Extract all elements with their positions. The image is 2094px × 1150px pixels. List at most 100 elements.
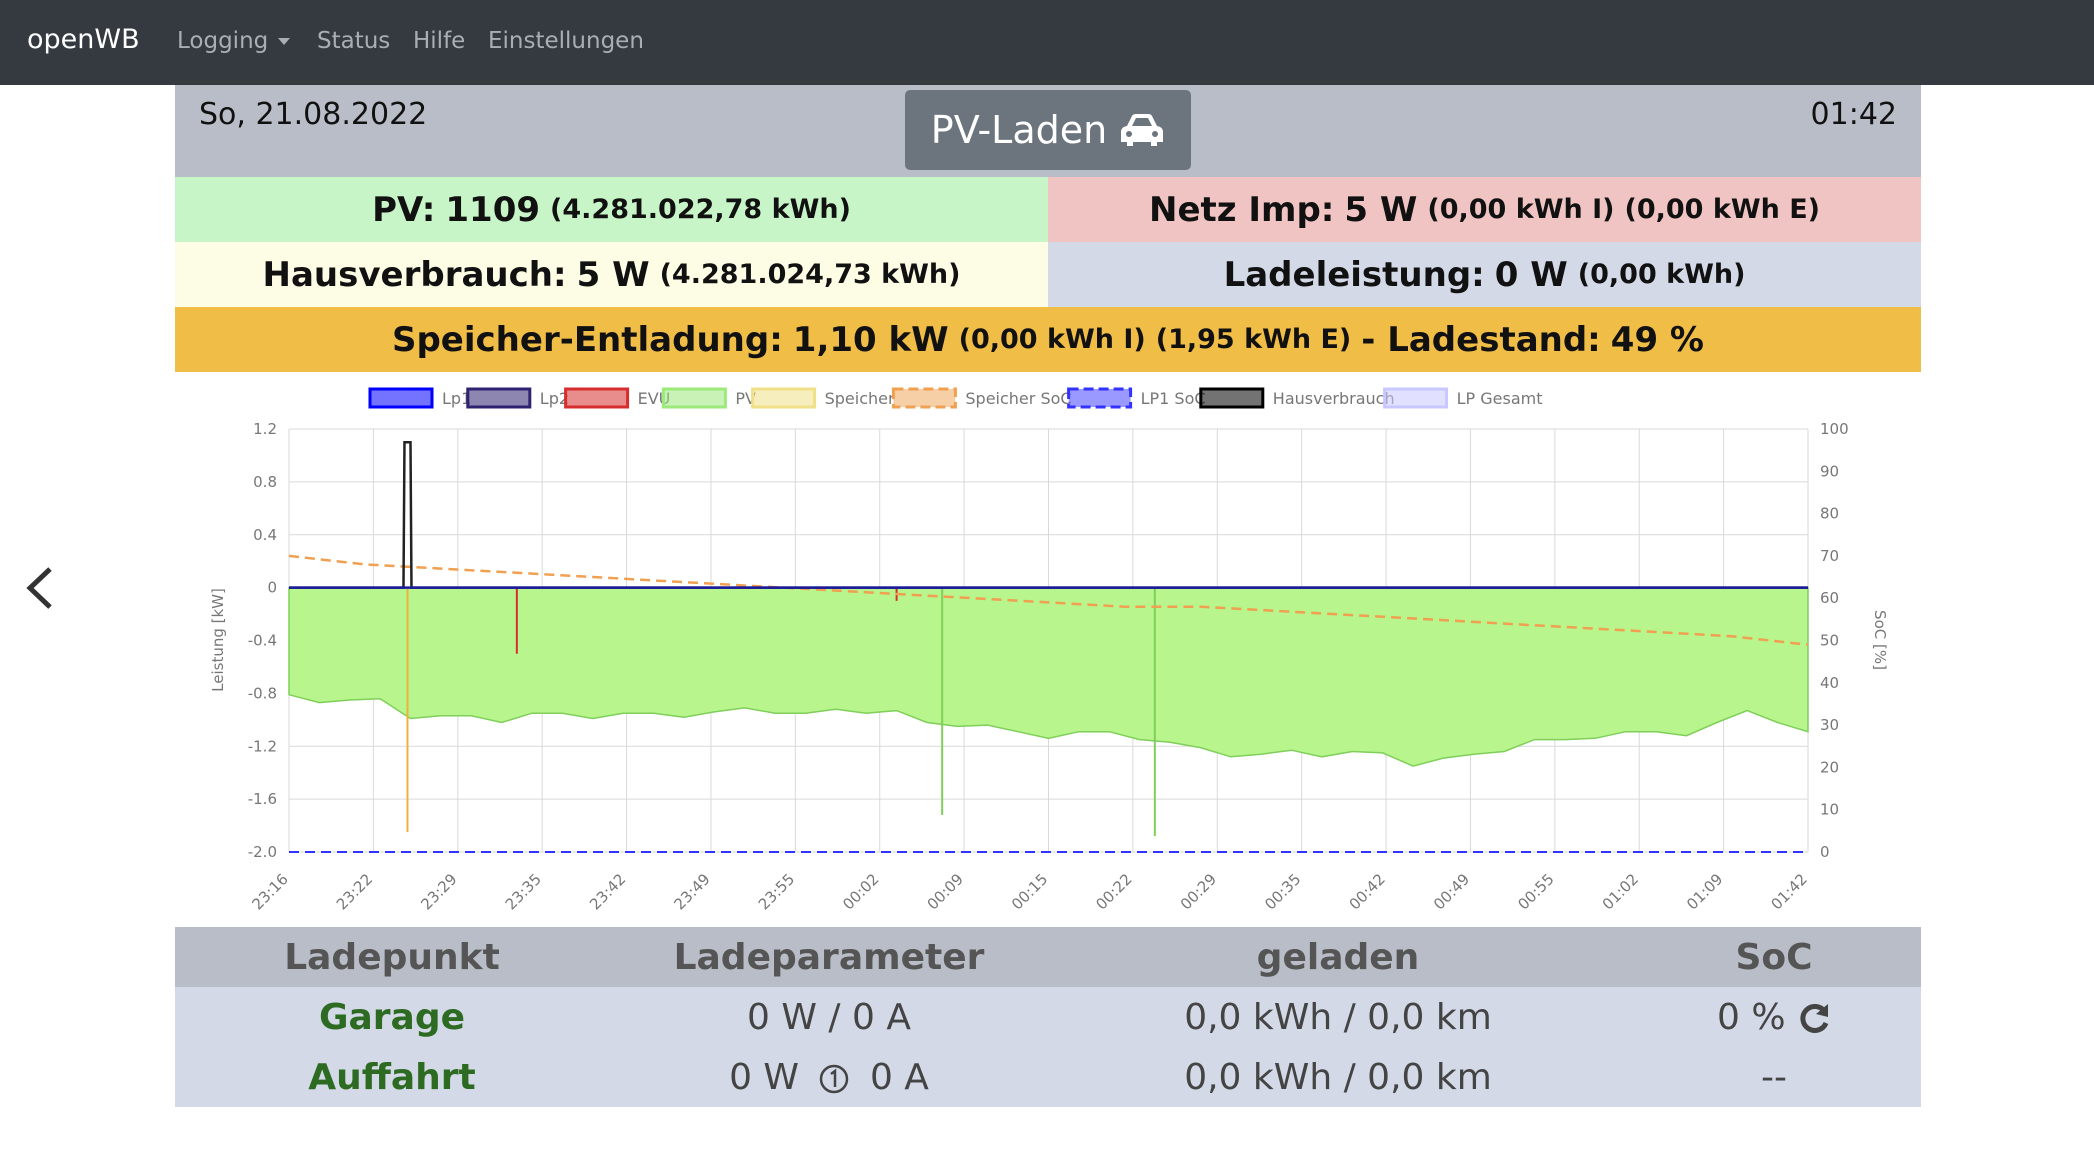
soc-value: 0 % (1716, 996, 1786, 1038)
y-tick-label: -1.6 (248, 790, 277, 808)
y2-tick-label: 60 (1820, 589, 1839, 607)
y-tick-label: 0 (267, 579, 277, 597)
y-tick-label: 0.8 (253, 473, 277, 491)
chargepoint-name[interactable]: Garage (318, 996, 466, 1038)
legend-label: Speicher SoC (965, 389, 1071, 408)
x-tick-label: 23:35 (502, 870, 545, 913)
x-tick-label: 00:49 (1430, 870, 1473, 913)
pv-tile: PV: 1109 (4.281.022,78 kWh) (175, 177, 1048, 242)
legend-label: Hausverbrauch (1273, 389, 1395, 408)
legend-label: LP1 SoC (1141, 389, 1206, 408)
y2-tick-label: 90 (1820, 462, 1839, 480)
power-chart[interactable]: Lp1 Lp2 EVU PV Speicher Speicher SoC LP1 SoC Ha… (175, 372, 1921, 927)
header-ladepunkt: Ladepunkt (284, 936, 500, 978)
params-power: 0 W (729, 1056, 800, 1098)
header-geladen: geladen (1256, 936, 1420, 978)
legend-swatch (1199, 387, 1265, 409)
nav-einstellungen[interactable]: Einstellungen (488, 28, 644, 54)
pv-area (288, 586, 1809, 767)
grid-value: 5 W (1344, 189, 1418, 230)
table-header: Ladepunkt Ladeparameter geladen SoC (175, 927, 1921, 987)
y-tick-label: -2.0 (248, 843, 277, 861)
chevron-left-icon[interactable] (18, 563, 58, 613)
x-tick-label: 01:42 (1768, 870, 1811, 913)
legend-swatch (661, 387, 727, 409)
chargepoint-table: Ladepunkt Ladeparameter geladen SoC Gara… (175, 927, 1921, 1107)
mode-label: PV-Laden (930, 108, 1108, 152)
x-tick-label: 01:02 (1599, 870, 1642, 913)
y2-tick-label: 40 (1820, 674, 1839, 692)
storage-export: (1,95 kWh E) (1155, 324, 1352, 355)
x-tick-label: 00:15 (1008, 870, 1051, 913)
nav-logging-label: Logging (177, 28, 269, 54)
legend-swatch (368, 387, 434, 409)
nav-logging[interactable]: Logging (177, 28, 291, 54)
nav-status[interactable]: Status (317, 28, 391, 54)
house-tile: Hausverbrauch: 5 W (4.281.024,73 kWh) (175, 242, 1048, 307)
legend-swatch (564, 387, 630, 409)
charge-tile: Ladeleistung: 0 W (0,00 kWh) (1048, 242, 1921, 307)
table-row: Auffahrt 0 W 0 A 0,0 kWh / 0,0 km -- (175, 1047, 1921, 1107)
legend-swatch (751, 387, 817, 409)
y2-tick-label: 50 (1820, 632, 1839, 650)
x-tick-label: 00:42 (1346, 870, 1389, 913)
brand[interactable]: openWB (27, 24, 140, 55)
charge-label: Ladeleistung: (1223, 254, 1485, 295)
y2-tick-label: 70 (1820, 547, 1839, 565)
chargepoint-soc: -- (1761, 1056, 1787, 1098)
x-tick-label: 01:09 (1683, 870, 1726, 913)
chargepoint-charged: 0,0 kWh / 0,0 km (1184, 996, 1492, 1038)
house-value: 5 W (576, 254, 650, 295)
storage-soc-value: 49 % (1610, 319, 1704, 360)
y2-tick-label: 30 (1820, 716, 1839, 734)
y2-tick-label: 0 (1820, 843, 1830, 861)
y2-tick-label: 20 (1820, 758, 1839, 776)
legend-label: PV (735, 389, 756, 408)
charge-value: 0 W (1494, 254, 1568, 295)
x-tick-label: 00:29 (1177, 870, 1220, 913)
x-tick-label: 00:22 (1092, 870, 1135, 913)
x-tick-label: 00:35 (1261, 870, 1304, 913)
x-tick-label: 23:55 (755, 870, 798, 913)
params-current: 0 A (869, 1056, 929, 1098)
chargepoint-name[interactable]: Auffahrt (308, 1056, 476, 1098)
y2-tick-label: 80 (1820, 505, 1839, 523)
legend-swatch (1383, 387, 1449, 409)
grid-tile: Netz Imp: 5 W (0,00 kWh I) (0,00 kWh E) (1048, 177, 1921, 242)
pv-value: 1109 (445, 189, 541, 230)
grid-label: Netz Imp: (1148, 189, 1335, 230)
phase-one-icon (820, 1064, 849, 1093)
header-soc: SoC (1735, 936, 1813, 978)
storage-value: 1,10 kW (792, 319, 949, 360)
storage-import: (0,00 kWh I) (958, 324, 1146, 355)
x-tick-label: 00:09 (924, 870, 967, 913)
legend-label: Lp1 (442, 389, 471, 408)
y-tick-label: -0.4 (248, 632, 277, 650)
storage-label: Speicher-Entladung: (391, 319, 783, 360)
car-icon (1121, 114, 1164, 146)
nav-hilfe[interactable]: Hilfe (413, 28, 466, 54)
y2-axis-label: SoC [%] (1871, 610, 1889, 670)
legend-label: LP Gesamt (1457, 389, 1543, 408)
chart-svg: Lp1 Lp2 EVU PV Speicher Speicher SoC LP1 SoC Ha… (209, 387, 1889, 913)
date-label: So, 21.08.2022 (199, 97, 428, 132)
x-tick-label: 23:29 (417, 870, 460, 913)
table-row: Garage 0 W / 0 A 0,0 kWh / 0,0 km 0 % (175, 987, 1921, 1047)
x-tick-label: 00:55 (1514, 870, 1557, 913)
mode-button[interactable]: PV-Laden (905, 90, 1191, 170)
y-tick-label: -1.2 (248, 737, 277, 755)
speicher-soc-line (288, 554, 1809, 646)
legend-label: Speicher (825, 389, 895, 408)
chargepoint-params: 0 W / 0 A (747, 996, 911, 1038)
storage-tile: Speicher-Entladung: 1,10 kW (0,00 kWh I) (1… (175, 307, 1921, 372)
y-tick-label: 0.4 (253, 526, 277, 544)
grid-export: (0,00 kWh E) (1624, 194, 1821, 225)
refresh-icon[interactable] (1797, 1002, 1831, 1036)
dashboard: So, 21.08.2022 PV-Laden 01:42 PV: 1109 (4.… (175, 85, 1921, 1107)
x-tick-label: 23:22 (333, 870, 376, 913)
house-label: Hausverbrauch: (262, 254, 567, 295)
pv-label: PV: (372, 189, 436, 230)
chargepoint-params: 0 W 0 A (609, 1057, 1049, 1098)
pv-detail: (4.281.022,78 kWh) (550, 194, 851, 225)
x-tick-label: 23:49 (670, 870, 713, 913)
